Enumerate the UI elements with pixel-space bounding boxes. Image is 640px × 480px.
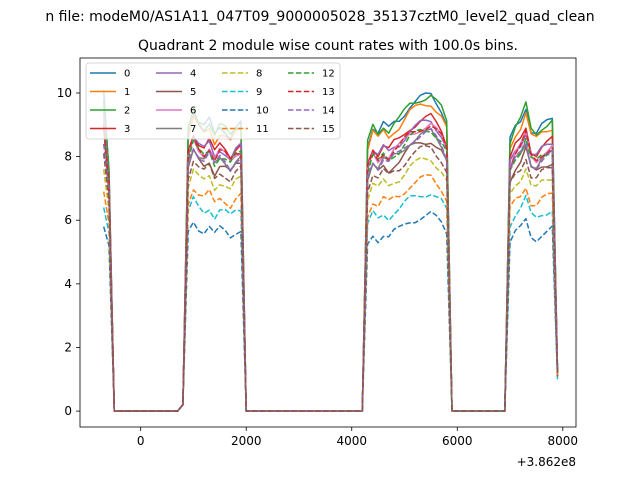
series-line-2 [102,94,559,412]
y-tick-label: 2 [64,340,72,354]
legend-label-1: 1 [124,87,130,98]
legend-label-9: 9 [256,87,262,98]
x-tick-label: 6000 [442,434,473,448]
series-line-1 [102,103,559,412]
series-line-13 [102,124,559,412]
chart-title: Quadrant 2 module wise count rates with … [138,38,518,54]
x-tick-label: 0 [137,434,145,448]
series-line-9 [102,194,559,412]
figure-suptitle: n file: modeM0/AS1A11_047T09_9000005028_… [45,9,594,25]
legend-label-8: 8 [256,69,262,80]
series-line-11 [102,173,559,412]
legend-box [85,62,341,140]
y-tick-label: 10 [57,86,72,100]
series-line-4 [102,112,559,412]
legend-label-10: 10 [256,106,269,117]
series-line-6 [102,118,559,412]
series-line-3 [102,112,559,412]
series-line-14 [102,127,559,412]
legend-label-13: 13 [322,87,335,98]
x-axis-ticks: 0 2000 4000 6000 8000 [137,427,578,448]
series-line-5 [102,127,559,412]
x-tick-label: 4000 [336,434,367,448]
legend-label-7: 7 [190,124,196,135]
legend-label-6: 6 [190,106,196,117]
y-axis-ticks: 0 2 4 6 8 10 [57,86,80,418]
y-tick-label: 4 [64,277,72,291]
legend-label-15: 15 [322,124,335,135]
legend-label-0: 0 [124,69,130,80]
plot-frame [79,57,577,428]
series-line-10 [102,210,559,412]
legend-label-14: 14 [322,106,335,117]
legend-label-4: 4 [190,69,196,80]
legend-label-5: 5 [190,87,196,98]
legend-label-11: 11 [256,124,269,135]
series-line-7 [102,124,559,412]
legend-label-3: 3 [124,124,130,135]
series-line-8 [102,157,559,412]
y-tick-label: 6 [64,213,72,227]
legend-label-2: 2 [124,106,130,117]
series-line-15 [102,144,559,412]
y-tick-label: 8 [64,150,72,164]
x-offset-label: +3.862e8 [517,455,576,469]
legend-label-12: 12 [322,69,335,80]
x-tick-label: 2000 [231,434,262,448]
x-tick-label: 8000 [548,434,579,448]
y-tick-label: 0 [64,404,72,418]
series-line-12 [102,127,559,412]
